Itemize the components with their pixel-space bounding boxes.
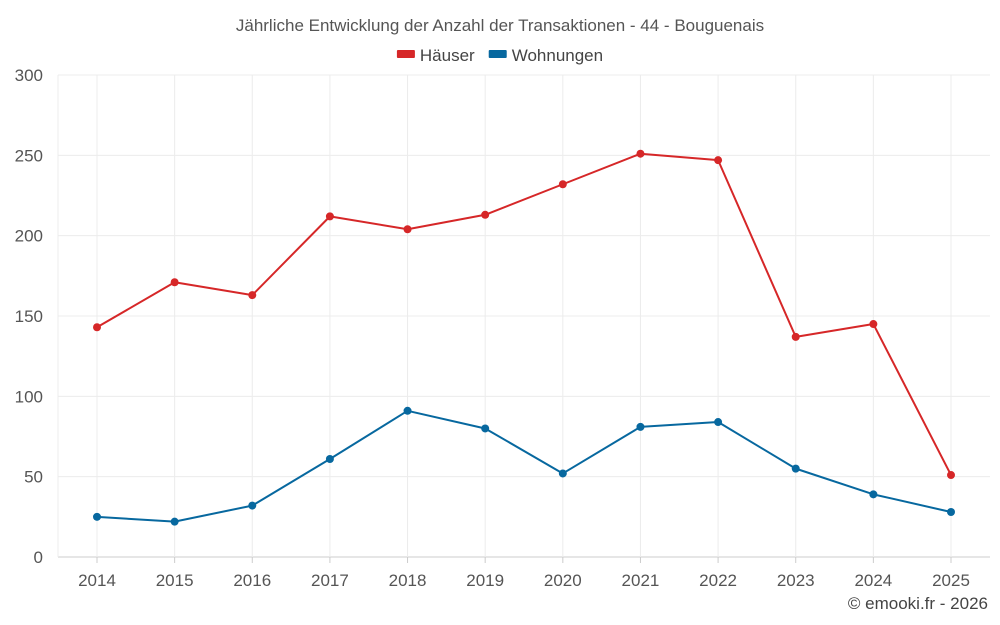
data-point[interactable] <box>636 422 645 431</box>
x-axis-ticks: 2014 2015 2016 2017 2018 2019 2020 2021 2022 2023… <box>78 557 970 590</box>
legend-item[interactable]: Wohnungen <box>488 46 603 65</box>
grid <box>57 74 990 558</box>
x-tick-label: 2024 <box>854 571 892 590</box>
legend-swatch <box>488 50 507 58</box>
y-tick-label: 0 <box>34 548 43 567</box>
legend-label: Wohnungen <box>512 46 603 65</box>
legend-item[interactable]: Häuser <box>396 46 475 65</box>
data-point[interactable] <box>248 501 257 510</box>
x-tick-label: 2025 <box>932 571 970 590</box>
y-tick-label: 100 <box>15 387 43 406</box>
x-tick-label: 2016 <box>233 571 271 590</box>
data-point[interactable] <box>325 454 334 463</box>
data-point[interactable] <box>170 278 179 287</box>
data-point[interactable] <box>403 406 412 415</box>
y-tick-label: 250 <box>15 146 43 165</box>
data-point[interactable] <box>869 320 878 329</box>
y-tick-label: 50 <box>24 468 43 487</box>
x-tick-label: 2015 <box>156 571 194 590</box>
data-point[interactable] <box>403 225 412 234</box>
x-tick-label: 2020 <box>544 571 582 590</box>
series-wohnungen <box>93 406 955 526</box>
legend: Häuser Wohnungen <box>396 46 603 65</box>
data-point[interactable] <box>791 464 800 473</box>
x-tick-label: 2019 <box>466 571 504 590</box>
data-point[interactable] <box>714 418 723 427</box>
data-point[interactable] <box>791 332 800 341</box>
data-point[interactable] <box>947 471 955 480</box>
x-tick-label: 2014 <box>78 571 116 590</box>
footer-credit: © emooki.fr - 2026 <box>848 594 988 613</box>
data-point[interactable] <box>248 291 257 300</box>
chart-title: Jährliche Entwicklung der Anzahl der Tra… <box>236 16 764 35</box>
series-line <box>96 152 952 476</box>
legend-swatch <box>396 50 415 58</box>
data-point[interactable] <box>170 517 179 526</box>
data-point[interactable] <box>714 156 723 165</box>
data-point[interactable] <box>93 512 101 521</box>
data-point[interactable] <box>558 469 567 478</box>
data-point[interactable] <box>481 424 490 433</box>
x-tick-label: 2017 <box>311 571 349 590</box>
x-tick-label: 2018 <box>389 571 427 590</box>
data-point[interactable] <box>947 508 955 517</box>
data-point[interactable] <box>869 490 878 499</box>
legend-label: Häuser <box>420 46 475 65</box>
x-tick-label: 2023 <box>777 571 815 590</box>
data-point[interactable] <box>636 149 645 158</box>
x-tick-label: 2022 <box>699 571 737 590</box>
data-point[interactable] <box>558 180 567 189</box>
data-point[interactable] <box>93 323 101 332</box>
y-tick-label: 150 <box>15 307 43 326</box>
y-axis-ticks: 0 50 100 150 200 250 300 <box>15 66 43 567</box>
x-tick-label: 2021 <box>622 571 660 590</box>
data-point[interactable] <box>481 210 490 219</box>
series-layer <box>93 149 955 526</box>
y-tick-label: 300 <box>15 66 43 85</box>
series-line <box>96 409 952 523</box>
data-point[interactable] <box>325 212 334 221</box>
y-tick-label: 200 <box>15 227 43 246</box>
series-haeuser <box>93 149 955 480</box>
